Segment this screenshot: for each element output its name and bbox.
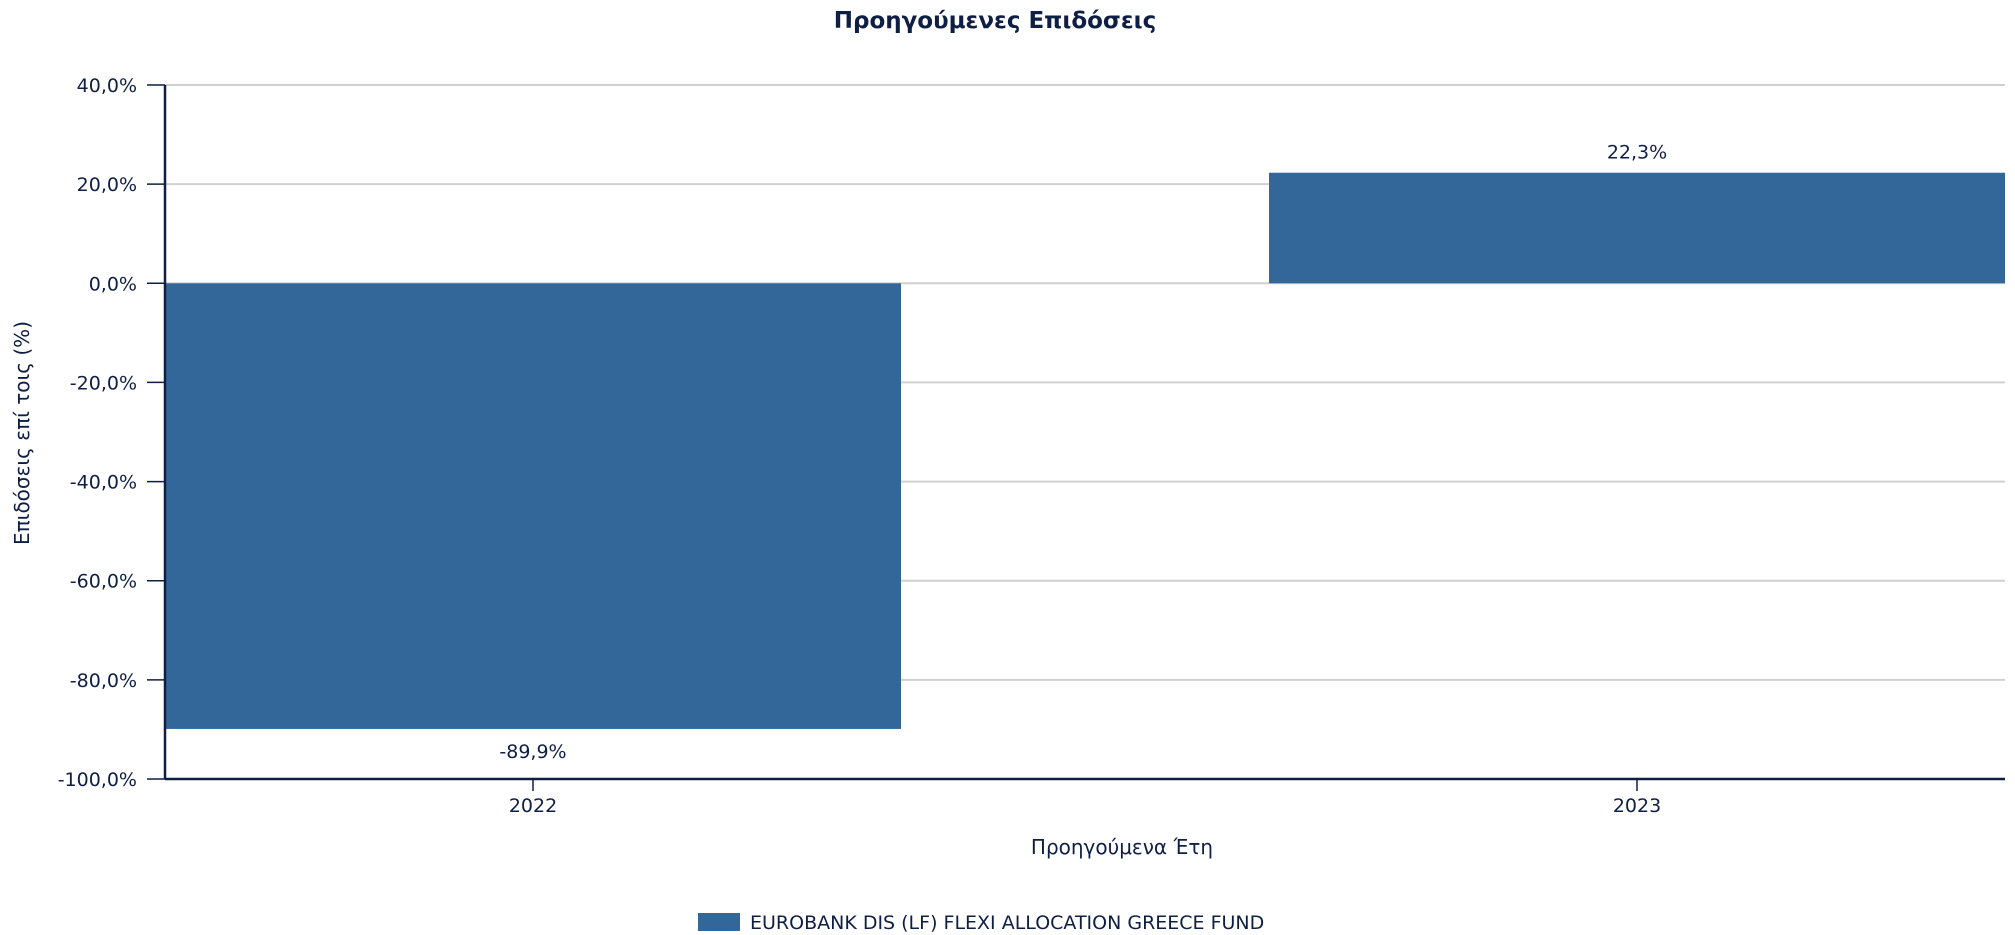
- y-tick-label: 0,0%: [89, 273, 137, 295]
- legend-swatch: [698, 913, 740, 931]
- y-axis-title: Επιδόσεις επί τοις (%): [10, 321, 34, 545]
- x-tick-label: 2023: [1613, 795, 1661, 817]
- y-tick-label: -40,0%: [70, 472, 137, 494]
- x-tick-label: 2022: [509, 795, 557, 817]
- y-tick-label: 40,0%: [77, 75, 137, 97]
- y-tick-label: -100,0%: [58, 769, 137, 791]
- legend[interactable]: EUROBANK DIS (LF) FLEXI ALLOCATION GREEC…: [698, 912, 1264, 934]
- bars: [165, 172, 2005, 729]
- bar-2022[interactable]: [165, 283, 901, 729]
- data-label-2023: 22,3%: [1607, 142, 1667, 164]
- x-axis-title: Προηγούμενα Έτη: [1031, 835, 1213, 859]
- labels: 40,0% 20,0% 0,0% -20,0% -40,0% -60,0% -80,0% -1…: [58, 75, 1667, 817]
- y-tick-label: 20,0%: [77, 174, 137, 196]
- axes: [147, 84, 2005, 791]
- legend-label: EUROBANK DIS (LF) FLEXI ALLOCATION GREEC…: [750, 912, 1264, 934]
- y-tick-label: -20,0%: [70, 372, 137, 394]
- chart-title: Προηγούμενες Επιδόσεις: [834, 8, 1157, 34]
- y-tick-label: -80,0%: [70, 670, 137, 692]
- bar-2023[interactable]: [1269, 172, 2005, 284]
- data-label-2022: -89,9%: [499, 741, 566, 763]
- y-tick-label: -60,0%: [70, 571, 137, 593]
